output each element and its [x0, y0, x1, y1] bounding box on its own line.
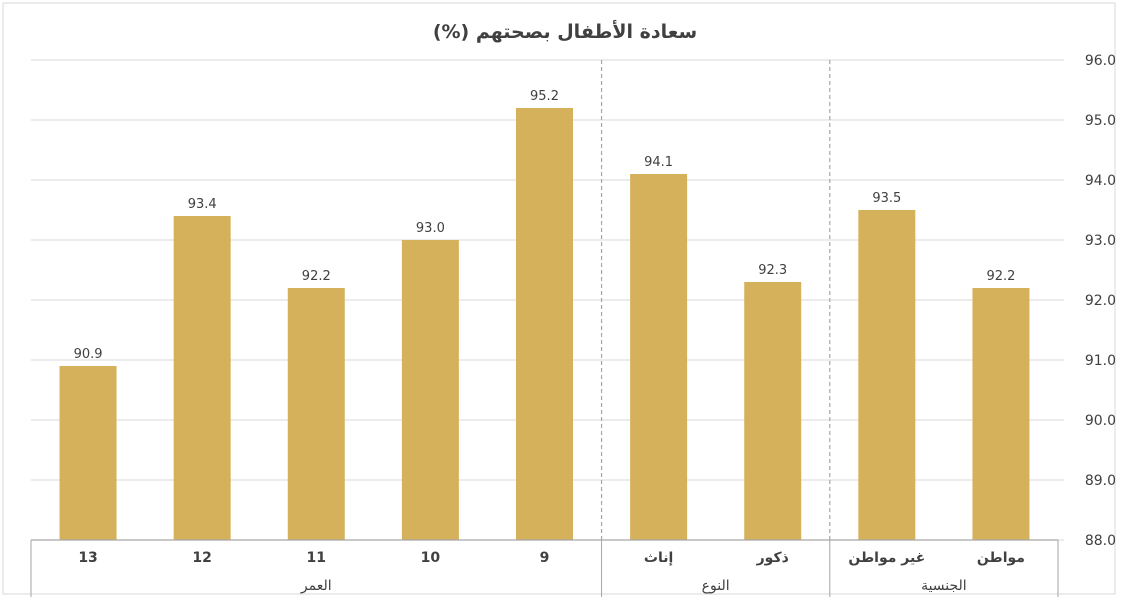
- x-axis: 13 12 11 10 9 إناث ذكور غير مواطن مواطن العمر النو…: [30, 539, 1059, 597]
- x-tick-label: غير مواطن: [848, 550, 925, 566]
- y-tick-label: 90.0: [1085, 413, 1116, 429]
- y-tick-label: 96.0: [1085, 53, 1116, 69]
- bar: [744, 282, 802, 540]
- data-label: 93.4: [188, 197, 217, 212]
- y-tick-label: 95.0: [1085, 113, 1116, 129]
- x-tick-label: 10: [421, 550, 441, 566]
- data-labels: 90.9 93.4 92.2 93.0 95.2 94.1 92.3 93.5 92.2: [74, 89, 1016, 362]
- x-tick-label: إناث: [644, 550, 673, 566]
- bar: [972, 288, 1030, 540]
- y-tick-label: 89.0: [1085, 473, 1116, 489]
- x-tick-label: 13: [78, 550, 97, 566]
- y-tick-label: 93.0: [1085, 233, 1116, 249]
- y-tick-label: 94.0: [1085, 173, 1116, 189]
- bar: [858, 210, 916, 540]
- y-axis-ticks: 88.0 89.0 90.0 91.0 92.0 93.0 94.0 95.0 96.0: [1085, 53, 1116, 549]
- bar: [287, 288, 345, 540]
- data-label: 92.2: [302, 269, 331, 284]
- data-label: 92.3: [758, 263, 787, 278]
- x-tick-label: 12: [192, 550, 211, 566]
- bar: [630, 174, 688, 540]
- data-label: 94.1: [644, 155, 673, 170]
- y-tick-label: 91.0: [1085, 353, 1116, 369]
- bars: [59, 108, 1030, 540]
- bar: [516, 108, 573, 540]
- x-group-label: الجنسية: [921, 578, 967, 594]
- bar: [173, 216, 231, 540]
- data-label: 92.2: [986, 269, 1015, 284]
- data-label: 93.5: [872, 191, 901, 206]
- data-label: 95.2: [530, 89, 559, 104]
- x-group-label: النوع: [702, 578, 730, 594]
- group-separators: [600, 60, 831, 540]
- x-group-label: العمر: [300, 578, 332, 594]
- bar: [59, 366, 117, 540]
- x-tick-label: مواطن: [977, 550, 1025, 566]
- x-tick-label: 9: [540, 550, 550, 566]
- x-tick-label: 11: [307, 550, 326, 566]
- data-label: 90.9: [74, 347, 103, 362]
- bar: [401, 240, 459, 540]
- x-tick-label: ذكور: [756, 550, 789, 566]
- chart-title: سعادة الأطفال بصحتهم (%): [433, 20, 697, 43]
- y-tick-label: 92.0: [1085, 293, 1116, 309]
- y-tick-label: 88.0: [1085, 533, 1116, 549]
- data-label: 93.0: [416, 221, 445, 236]
